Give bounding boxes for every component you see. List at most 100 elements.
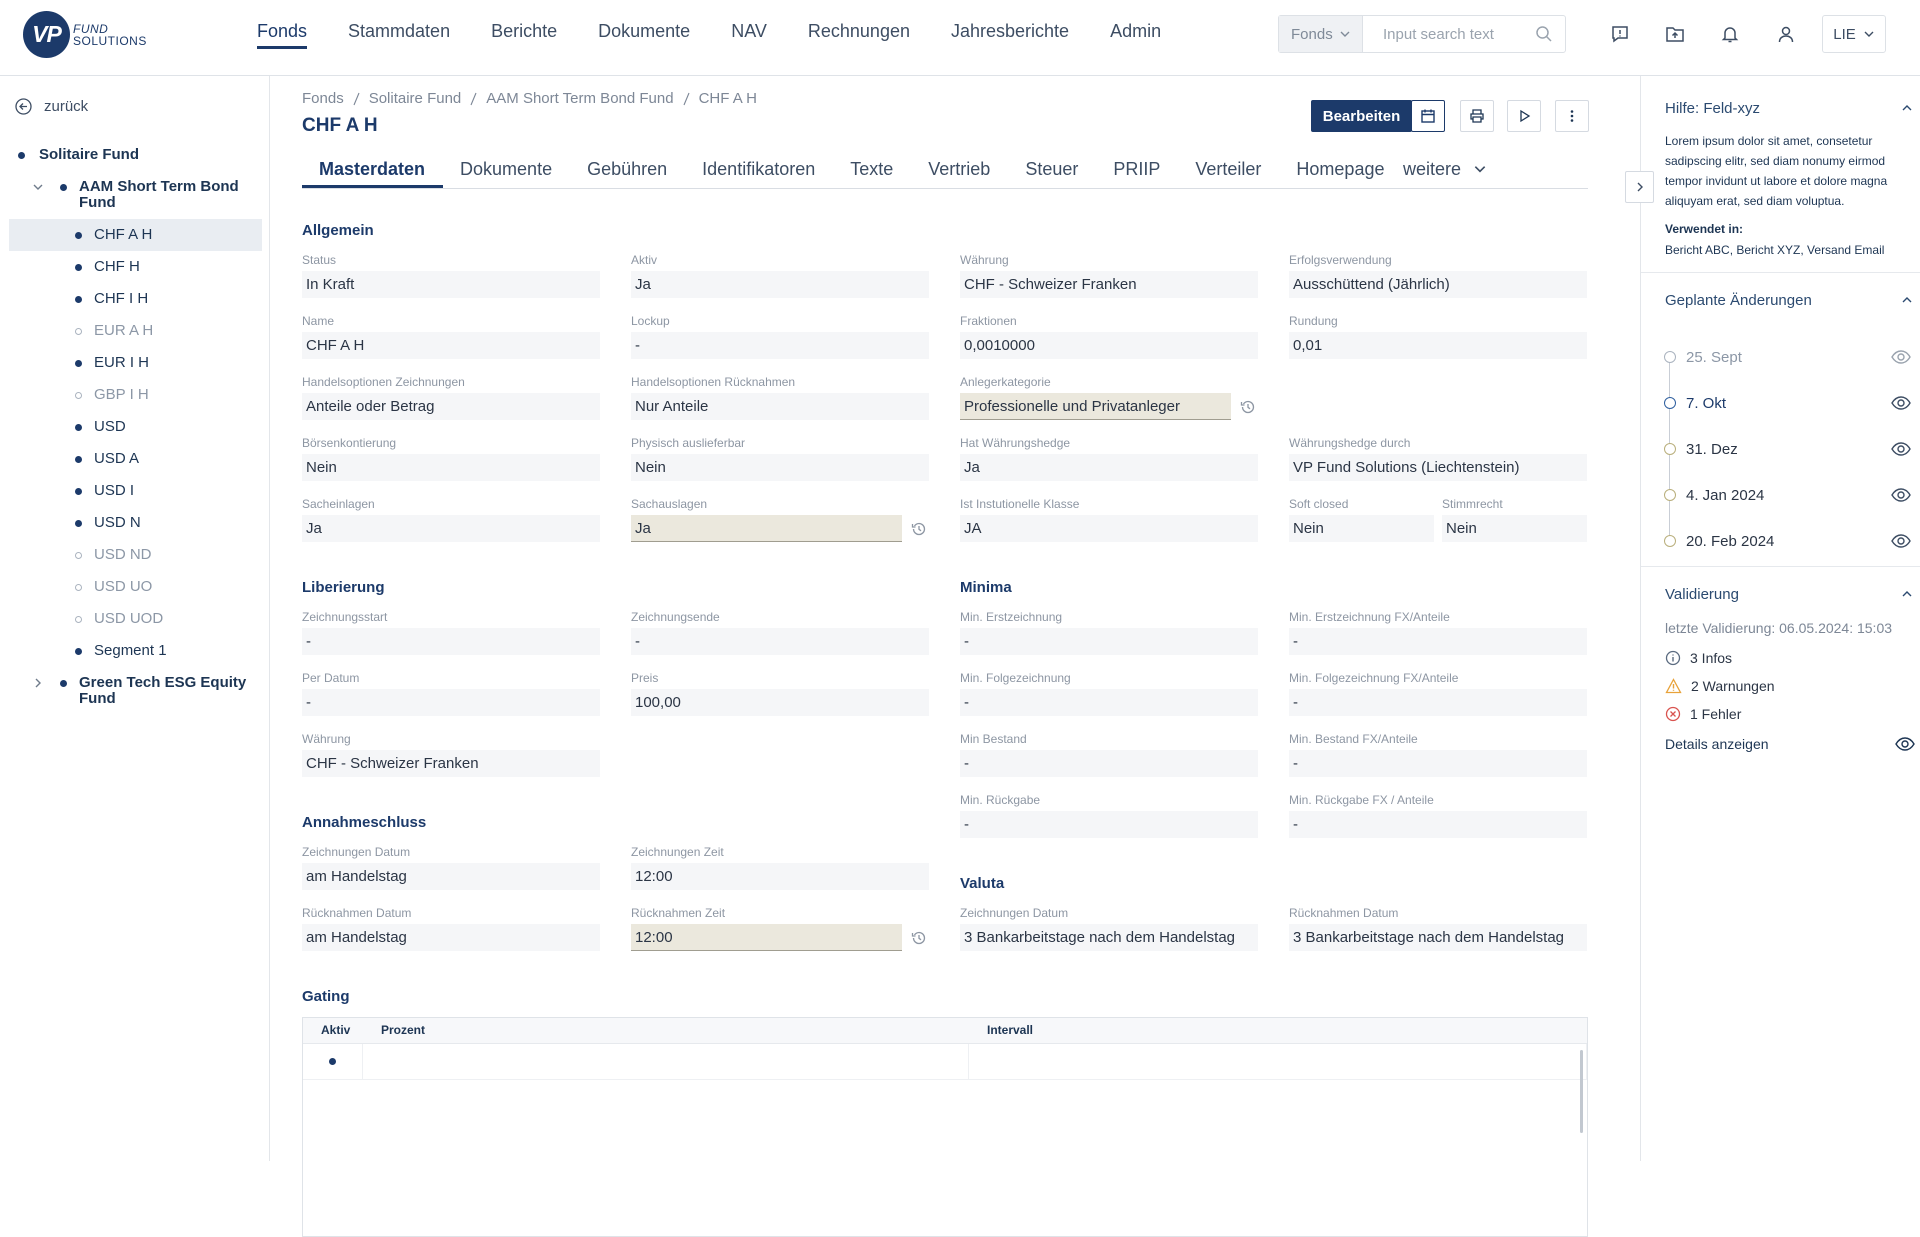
field-value[interactable]: - [960,811,1258,838]
expand-arrow[interactable] [32,181,44,193]
field-value[interactable]: Ja [960,454,1258,481]
feedback-icon[interactable] [1610,24,1630,44]
field-value[interactable]: CHF A H [302,332,600,359]
panel-header[interactable]: Hilfe: Feld-xyz [1665,96,1913,120]
field-value[interactable]: am Handelstag [302,863,600,890]
table-row[interactable] [303,1044,1587,1080]
tree-item[interactable]: Solitaire Fund [0,139,269,171]
tree-item[interactable]: USD UO [0,571,269,603]
tab[interactable]: PRIIP [1113,159,1161,179]
field-value[interactable]: Ausschüttend (Jährlich) [1289,271,1587,298]
field-value[interactable]: JA [960,515,1258,542]
tab[interactable]: Dokumente [460,159,553,179]
back-link[interactable]: zurück [15,98,88,115]
tab[interactable]: Gebühren [587,159,668,179]
tree-item[interactable]: CHF H [0,251,269,283]
nav-item[interactable]: Admin [1110,21,1162,41]
field-value[interactable]: In Kraft [302,271,600,298]
edit-button[interactable]: Bearbeiten [1311,100,1412,132]
validation-item[interactable]: 1 Fehler [1665,700,1915,728]
folder-icon[interactable] [1665,24,1685,44]
tree-item[interactable]: EUR I H [0,347,269,379]
field-value[interactable]: - [960,628,1258,655]
logo[interactable]: VP FUND SOLUTIONS [23,11,147,58]
breadcrumb-item[interactable]: Fonds [302,90,344,107]
tree-item[interactable]: Green Tech ESG Equity Fund [0,667,269,715]
nav-item[interactable]: NAV [731,21,767,41]
field-value[interactable]: - [302,689,600,716]
panel-toggle[interactable] [1625,171,1654,203]
field-value[interactable]: Nein [631,454,929,481]
breadcrumb-item[interactable]: CHF A H [698,90,757,107]
field-value[interactable]: 12:00 [631,863,929,890]
tree-item[interactable]: USD UOD [0,603,269,635]
tab[interactable]: Vertrieb [928,159,991,179]
language-select[interactable]: LIE [1822,15,1886,53]
nav-item[interactable]: Stammdaten [348,21,451,41]
eye-icon[interactable] [1891,534,1911,548]
more-button[interactable] [1555,100,1589,132]
field-value[interactable]: - [302,628,600,655]
tab[interactable]: Texte [850,159,894,179]
validation-item[interactable]: 2 Warnungen [1665,672,1915,700]
bell-icon[interactable] [1720,24,1740,44]
field-value[interactable]: Ja [631,515,902,542]
expand-arrow[interactable] [32,677,44,689]
tree-item[interactable]: USD [0,411,269,443]
tree-item[interactable]: CHF A H [0,219,269,251]
more-tabs[interactable]: weitere [1403,155,1487,183]
tree-item[interactable]: USD A [0,443,269,475]
search-placeholder[interactable]: Input search text [1383,25,1494,43]
field-value[interactable]: Anteile oder Betrag [302,393,600,420]
field-value[interactable]: - [1289,811,1587,838]
nav-item[interactable]: Dokumente [598,21,691,41]
field-value[interactable]: 0,0010000 [960,332,1258,359]
calendar-button[interactable] [1411,100,1445,132]
tree-item[interactable]: GBP I H [0,379,269,411]
validation-item[interactable]: 3 Infos [1665,644,1915,672]
user-icon[interactable] [1776,24,1796,44]
tab[interactable]: Verteiler [1195,159,1262,179]
field-value[interactable]: - [631,628,929,655]
field-value[interactable]: 3 Bankarbeitstage nach dem Handelstag [1289,924,1587,951]
print-button[interactable] [1460,100,1494,132]
field-value[interactable]: - [960,689,1258,716]
nav-item[interactable]: Berichte [491,21,558,41]
tree-item[interactable]: Segment 1 [0,635,269,667]
nav-item[interactable]: Jahresberichte [950,21,1070,41]
breadcrumb-item[interactable]: AAM Short Term Bond Fund [486,90,674,107]
tree-item[interactable]: USD I [0,475,269,507]
field-value[interactable]: - [1289,689,1587,716]
field-value[interactable]: 12:00 [631,924,902,951]
search-scope[interactable]: Fonds [1279,16,1363,52]
tree-item[interactable]: AAM Short Term Bond Fund [0,171,269,219]
field-value[interactable]: Nein [1442,515,1587,542]
history-icon[interactable] [910,929,928,947]
field-value[interactable]: Nur Anteile [631,393,929,420]
tree-item[interactable]: EUR A H [0,315,269,347]
field-value[interactable]: - [631,332,929,359]
search-icon[interactable] [1535,25,1553,43]
eye-icon[interactable] [1891,488,1911,502]
breadcrumb-item[interactable]: Solitaire Fund [368,90,462,107]
tree-item[interactable]: CHF I H [0,283,269,315]
details-link[interactable]: Details anzeigen [1665,736,1915,752]
field-value[interactable]: - [960,750,1258,777]
eye-icon[interactable] [1891,442,1911,456]
field-value[interactable]: 0,01 [1289,332,1587,359]
field-value[interactable]: 100,00 [631,689,929,716]
field-value[interactable]: - [1289,750,1587,777]
field-value[interactable]: CHF - Schweizer Franken [960,271,1258,298]
field-value[interactable]: - [1289,628,1587,655]
tree-item[interactable]: USD ND [0,539,269,571]
field-value[interactable]: Nein [302,454,600,481]
field-value[interactable]: Professionelle und Privatanleger [960,393,1231,420]
field-value[interactable]: Ja [302,515,600,542]
eye-icon[interactable] [1891,396,1911,410]
field-value[interactable]: am Handelstag [302,924,600,951]
tab[interactable]: Homepage [1296,159,1385,179]
field-value[interactable]: VP Fund Solutions (Liechtenstein) [1289,454,1587,481]
tab[interactable]: Identifikatoren [702,159,816,179]
field-value[interactable]: Ja [631,271,929,298]
field-value[interactable]: CHF - Schweizer Franken [302,750,600,777]
